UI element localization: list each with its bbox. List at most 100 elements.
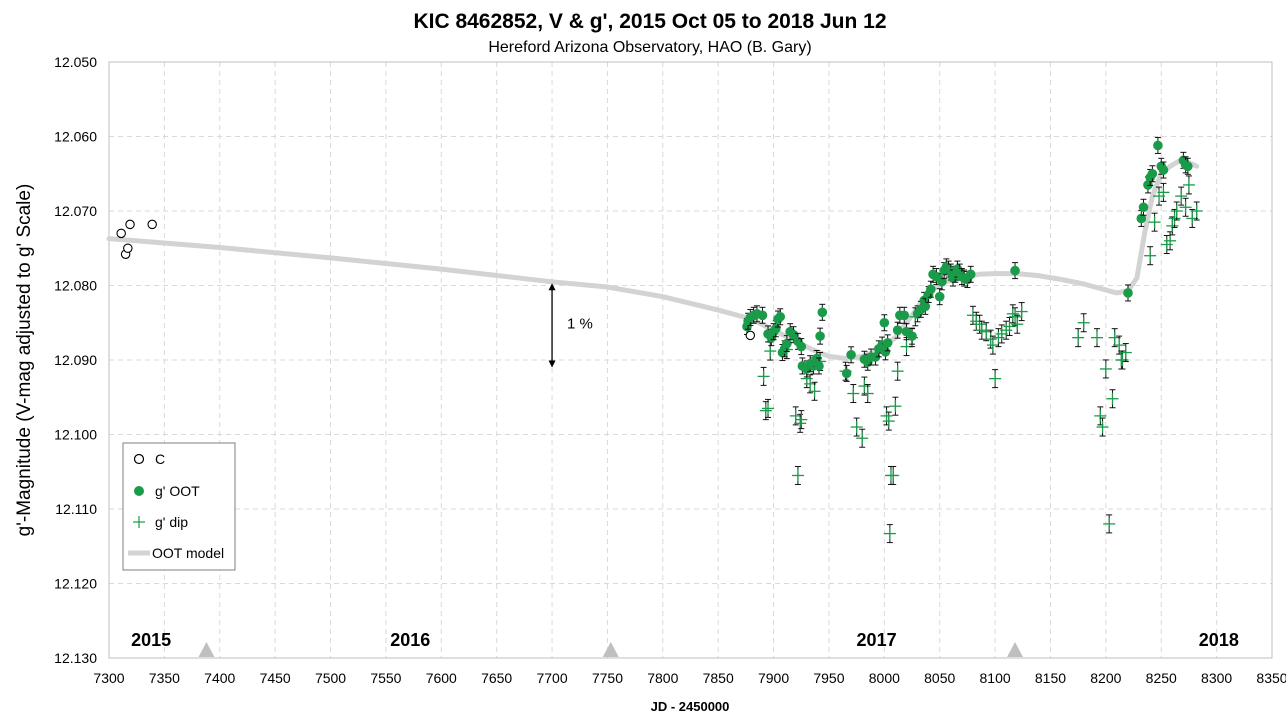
oot-marker	[815, 331, 825, 341]
oot-point	[775, 308, 786, 326]
dip-point	[1015, 302, 1028, 322]
oot-model-layer	[106, 158, 1200, 361]
legend-marker-c	[133, 453, 145, 465]
y-tick-label: 12.130	[54, 650, 97, 666]
oot-point	[815, 327, 825, 345]
year-boundary-marker	[1007, 642, 1024, 657]
x-tick-label: 7800	[647, 670, 678, 686]
chart-subtitle: Hereford Arizona Observatory, HAO (B. Ga…	[488, 39, 811, 56]
y-tick-label: 12.090	[54, 352, 97, 368]
x-tick-label: 8250	[1146, 670, 1177, 686]
y-tick-label: 12.120	[54, 576, 97, 592]
legend-label-c: C	[155, 451, 165, 467]
legend: C g' OOT g' dip OOT model	[122, 442, 236, 571]
oot-point	[846, 346, 856, 364]
dip-point	[1148, 212, 1161, 232]
x-tick-label: 7550	[370, 670, 401, 686]
oot-marker	[870, 352, 881, 362]
oot-marker	[814, 361, 824, 371]
legend-label-oot: g' OOT	[155, 483, 200, 499]
oot-point	[796, 338, 807, 356]
oot-marker	[920, 301, 931, 312]
dip-point	[1106, 389, 1119, 409]
x-tick-label: 7500	[315, 670, 346, 686]
chart-title: KIC 8462852, V & g', 2015 Oct 05 to 2018…	[413, 10, 886, 33]
oot-marker	[775, 311, 786, 322]
dip-point	[1113, 335, 1126, 355]
one-percent-annotation: 1 %	[548, 283, 593, 368]
dip-point	[1103, 514, 1116, 534]
oot-marker	[899, 310, 910, 321]
dip-point	[808, 381, 821, 401]
dip-point	[1096, 417, 1109, 437]
oot-point	[920, 297, 931, 315]
dip-point	[804, 374, 817, 394]
oot-marker	[1153, 140, 1163, 151]
x-tick-label: 8050	[924, 670, 955, 686]
dip-point	[1094, 406, 1107, 426]
oot-marker	[1136, 213, 1147, 224]
c-point	[123, 243, 133, 254]
dip-point	[861, 384, 874, 404]
dip-point	[986, 335, 999, 355]
oot-marker	[892, 325, 903, 336]
oot-point	[817, 303, 828, 321]
oot-marker	[817, 307, 828, 318]
oot-marker	[937, 276, 947, 287]
dip-point	[759, 401, 772, 421]
dip-point	[883, 524, 896, 544]
dip-point	[847, 384, 860, 404]
dip-point	[762, 398, 775, 418]
oot-marker	[926, 284, 936, 295]
c-points-layer	[116, 219, 756, 341]
dip-point	[1157, 182, 1170, 202]
oot-point	[907, 327, 917, 345]
oot-marker	[757, 310, 768, 321]
legend-marker-oot	[134, 486, 144, 496]
dip-point	[795, 410, 808, 430]
legend-label-model: OOT model	[152, 545, 224, 561]
dip-point	[850, 417, 863, 437]
year-markers	[198, 642, 1024, 657]
oot-marker	[1123, 288, 1133, 298]
oot-point	[814, 357, 824, 375]
oot-point	[841, 364, 852, 382]
oot-point	[1123, 284, 1133, 302]
legend-box	[122, 442, 236, 571]
x-tick-label: 7600	[426, 670, 457, 686]
year-label: 2015	[131, 630, 171, 650]
oot-point	[1010, 262, 1020, 280]
dip-point	[1186, 208, 1199, 228]
y-tick-label: 12.060	[54, 129, 97, 145]
dip-point	[1160, 235, 1173, 255]
legend-label-dip: g' dip	[155, 514, 188, 530]
c-point	[745, 330, 756, 341]
dip-point	[1003, 316, 1016, 336]
oot-marker	[846, 349, 856, 360]
oot-marker	[879, 317, 890, 328]
x-tick-label: 8200	[1090, 670, 1121, 686]
year-labels: 2015 2016 2017 2018	[131, 630, 1239, 650]
y-axis-ticks: 12.050 12.060 12.070 12.080 12.090 12.100 12.1…	[54, 54, 97, 666]
x-tick-label: 7950	[813, 670, 844, 686]
oot-point	[892, 321, 903, 339]
oot-point	[1158, 161, 1169, 179]
plot-frame	[108, 61, 1273, 659]
dip-point	[1170, 201, 1183, 221]
oot-marker	[934, 291, 945, 302]
x-tick-label: 8300	[1201, 670, 1232, 686]
dip-point	[1077, 313, 1090, 333]
oot-marker	[841, 368, 852, 379]
oot-marker	[770, 323, 781, 334]
dip-point	[1182, 175, 1195, 195]
dip-point	[1099, 359, 1112, 379]
oot-model-line	[106, 158, 1200, 361]
oot-point	[882, 334, 893, 352]
annotation-label: 1 %	[567, 315, 593, 332]
oot-point	[1183, 157, 1193, 175]
oot-marker	[965, 269, 976, 280]
c-point	[125, 219, 135, 230]
oot-marker	[782, 338, 792, 349]
x-tick-label: 7350	[149, 670, 180, 686]
